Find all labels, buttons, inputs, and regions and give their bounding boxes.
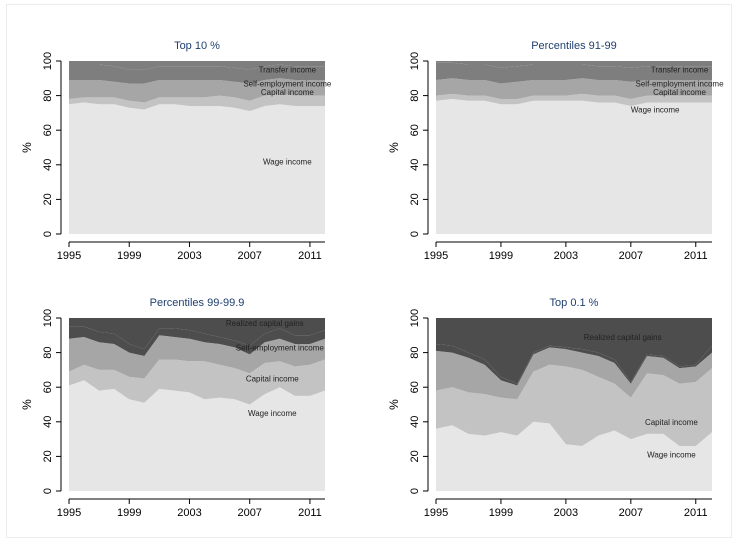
y-tick-label: 80 (42, 346, 54, 358)
chart-figure: 0 20 40 60 80 100% 1995 1999 2003 2007 2011 Top 10 … (20, 40, 724, 519)
area-transfer (436, 62, 712, 84)
area-remainder (436, 318, 712, 384)
chart-panel-1: 0 20 40 60 80 100% 1995 1999 2003 2007 2011 Top 10 … (20, 40, 332, 262)
x-tick-label: 1995 (57, 250, 81, 262)
area-annotation: Transfer income (651, 66, 709, 75)
area-annotation: Wage income (647, 451, 696, 460)
y-tick-label: 0 (42, 231, 54, 237)
x-tick-label: 2007 (619, 507, 643, 519)
x-tick-label: 1995 (424, 250, 448, 262)
y-axis-label: % (387, 142, 401, 153)
x-tick-label: 1999 (117, 250, 141, 262)
x-tick-label: 1995 (424, 507, 448, 519)
chart-panel-3: 0 20 40 60 80 100% 1995 1999 2003 2007 2011 Percent… (20, 297, 325, 519)
chart-panel-2: 0 20 40 60 80 100% 1995 1999 2003 2007 2011 Percent… (387, 40, 724, 262)
y-tick-label: 0 (409, 231, 421, 237)
panel-title: Percentiles 99-99.9 (150, 297, 245, 309)
x-tick-label: 2003 (554, 507, 578, 519)
area-annotation: Realized capital gains (226, 319, 304, 328)
area-wage (436, 421, 712, 491)
area-annotation: Transfer income (259, 66, 317, 75)
x-tick-label: 2003 (554, 250, 578, 262)
x-tick-label: 2003 (177, 250, 201, 262)
x-tick-label: 1999 (489, 250, 513, 262)
area-remainder (69, 61, 325, 70)
y-tick-label: 80 (409, 346, 421, 358)
y-tick-label: 20 (42, 193, 54, 205)
area-annotation: Capital income (261, 88, 314, 97)
y-tick-label: 20 (409, 450, 421, 462)
area-annotation: Self-employment income (636, 79, 725, 88)
area-capital (436, 93, 712, 106)
area-capital (69, 93, 325, 112)
y-tick-label: 80 (42, 89, 54, 101)
x-tick-label: 2011 (298, 507, 322, 519)
y-axis-label: % (387, 399, 401, 410)
x-tick-label: 2011 (298, 250, 322, 262)
area-selfemp (69, 335, 325, 379)
chart-panel-4: 0 20 40 60 80 100% 1995 1999 2003 2007 2011 Top 0.1… (387, 297, 712, 519)
area-wage (436, 99, 712, 234)
area-wage (69, 102, 325, 235)
area-annotation: Capital income (645, 418, 698, 427)
area-annotation: Capital income (246, 375, 299, 384)
area-selfemp (436, 78, 712, 100)
y-tick-label: 100 (42, 52, 54, 70)
y-tick-label: 0 (409, 488, 421, 494)
area-annotation: Realized capital gains (584, 333, 662, 342)
x-tick-label: 2011 (684, 507, 708, 519)
y-axis-label: % (20, 399, 34, 410)
y-tick-label: 40 (409, 159, 421, 171)
panel-title: Top 0.1 % (550, 297, 599, 309)
panel-title: Top 10 % (174, 40, 220, 52)
x-tick-label: 2007 (237, 507, 261, 519)
y-tick-label: 100 (409, 52, 421, 70)
area-selfemp (436, 347, 712, 400)
y-tick-label: 100 (42, 309, 54, 327)
area-remainder (69, 318, 325, 350)
y-tick-label: 80 (409, 89, 421, 101)
area-selfemp (69, 78, 325, 103)
x-tick-label: 2007 (619, 250, 643, 262)
area-annotation: Wage income (263, 157, 312, 166)
y-tick-label: 60 (42, 381, 54, 393)
figure-frame: 0 20 40 60 80 100% 1995 1999 2003 2007 2011 Top 10 … (6, 4, 732, 538)
y-tick-label: 0 (42, 488, 54, 494)
x-tick-label: 2003 (177, 507, 201, 519)
area-capital (69, 359, 325, 405)
y-tick-label: 60 (42, 124, 54, 136)
y-tick-label: 20 (42, 450, 54, 462)
y-tick-label: 40 (42, 416, 54, 428)
area-transfer (69, 64, 325, 84)
area-annotation: Wage income (631, 105, 680, 114)
y-tick-label: 20 (409, 193, 421, 205)
y-tick-label: 40 (409, 416, 421, 428)
x-tick-label: 1999 (489, 507, 513, 519)
x-tick-label: 1999 (117, 507, 141, 519)
y-tick-label: 60 (409, 381, 421, 393)
panel-title: Percentiles 91-99 (531, 40, 617, 52)
y-tick-label: 100 (409, 309, 421, 327)
area-annotation: Self-employment income (236, 343, 325, 352)
area-capital (436, 364, 712, 447)
x-tick-label: 2011 (684, 250, 708, 262)
y-axis-label: % (20, 142, 34, 153)
area-remainder (436, 61, 712, 68)
x-tick-label: 2007 (237, 250, 261, 262)
y-tick-label: 40 (42, 159, 54, 171)
area-realized (69, 326, 325, 357)
area-annotation: Capital income (653, 88, 706, 97)
area-wage (69, 380, 325, 491)
area-annotation: Wage income (248, 409, 297, 418)
area-annotation: Self-employment income (243, 79, 332, 88)
x-tick-label: 1995 (57, 507, 81, 519)
y-tick-label: 60 (409, 124, 421, 136)
